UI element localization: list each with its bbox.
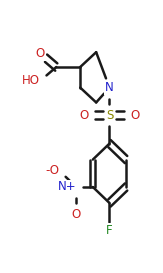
Text: N: N	[105, 81, 114, 94]
Text: O: O	[36, 47, 45, 60]
Text: O: O	[130, 108, 139, 121]
Text: -O: -O	[46, 165, 60, 177]
Text: F: F	[106, 224, 113, 237]
Text: N+: N+	[58, 180, 76, 194]
Text: HO: HO	[22, 74, 40, 87]
Text: O: O	[72, 208, 81, 221]
Text: O: O	[80, 108, 89, 121]
Text: S: S	[106, 108, 113, 121]
